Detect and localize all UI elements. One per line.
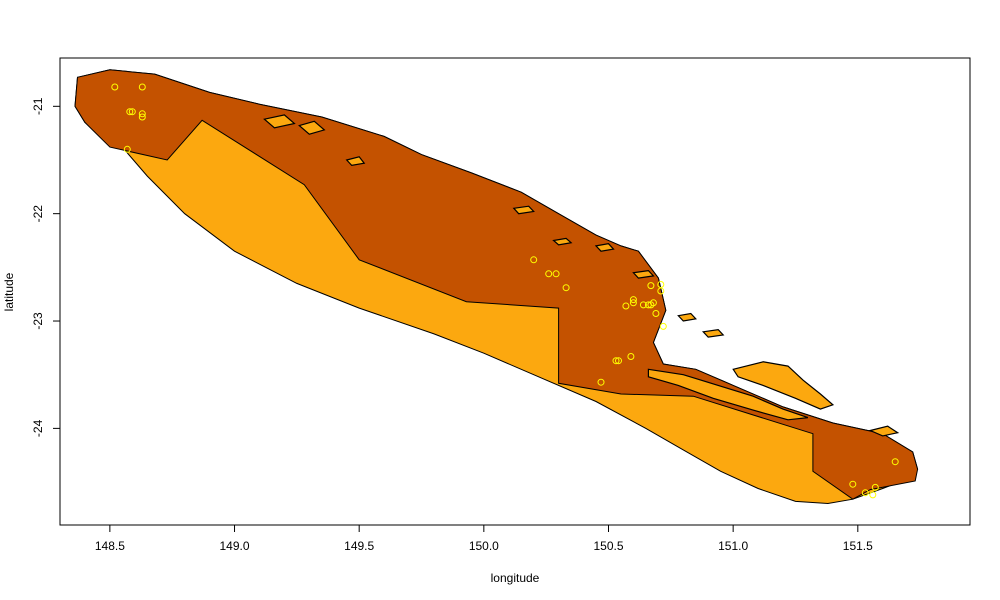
survey-point (649, 299, 657, 307)
survey-point (849, 480, 857, 488)
y-tick-label: -24 (31, 419, 45, 437)
survey-point (597, 378, 605, 386)
land-feature-4 (298, 120, 326, 135)
land-feature-3 (263, 114, 296, 129)
survey-point (871, 483, 879, 491)
x-tick-label: 151.5 (843, 539, 873, 553)
survey-point (111, 83, 119, 91)
land-feature-10 (701, 328, 725, 338)
survey-point (647, 282, 655, 290)
x-tick-label: 149.0 (220, 539, 250, 553)
survey-point (629, 296, 637, 304)
y-axis-title: latitude (2, 272, 16, 311)
map-layers (74, 69, 919, 505)
survey-point (657, 281, 665, 288)
land-feature-5 (345, 156, 366, 167)
survey-point (552, 270, 560, 278)
land-feature-2 (868, 425, 900, 437)
survey-point (622, 302, 630, 310)
survey-point (629, 299, 637, 307)
survey-point (861, 489, 869, 497)
survey-points (111, 83, 899, 499)
land-feature-9 (632, 269, 655, 279)
survey-point (138, 113, 146, 121)
survey-point (138, 83, 146, 91)
y-axis: -21 -22 -23 -24 (31, 97, 61, 437)
land-feature-8 (594, 243, 615, 252)
x-tick-label: 148.5 (95, 539, 125, 553)
land-feature-0 (647, 368, 809, 421)
x-tick-label: 149.5 (344, 539, 374, 553)
survey-point (138, 110, 146, 118)
survey-point (659, 322, 667, 330)
x-tick-label: 151.0 (718, 539, 748, 553)
survey-point (530, 256, 538, 264)
survey-point (128, 108, 136, 116)
x-axis: 148.5 149.0 149.5 150.0 150.5 151.0 151.5 (95, 524, 873, 553)
y-tick-label: -23 (31, 312, 45, 330)
survey-point (891, 458, 899, 466)
survey-point (612, 357, 620, 365)
land-feature-6 (512, 205, 535, 215)
x-tick-label: 150.5 (593, 539, 623, 553)
x-tick-label: 150.0 (469, 539, 499, 553)
land-feature-7 (552, 237, 573, 246)
land-feature-11 (677, 312, 697, 322)
survey-point (126, 108, 134, 116)
x-axis-title: longitude (491, 571, 540, 585)
survey-point (652, 310, 660, 317)
survey-point (615, 357, 622, 365)
survey-point (545, 270, 553, 278)
survey-point (562, 284, 570, 292)
survey-point (639, 301, 647, 309)
survey-point (627, 353, 635, 360)
y-tick-label: -21 (31, 97, 45, 115)
survey-point (869, 491, 877, 499)
land-feature-1 (732, 361, 835, 410)
y-tick-label: -22 (31, 205, 45, 223)
survey-point (123, 145, 131, 153)
